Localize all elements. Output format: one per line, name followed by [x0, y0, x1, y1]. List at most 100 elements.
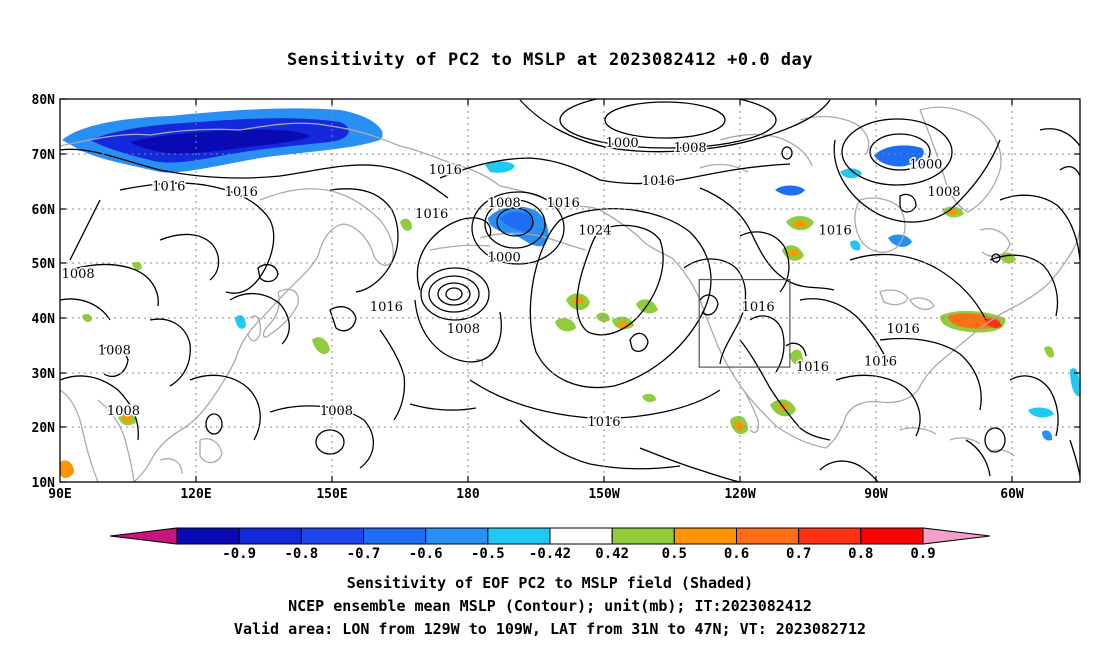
colorbar-tick-label: -0.8	[284, 546, 318, 562]
colorbar-high-triangle	[922, 527, 991, 545]
colorbar-tick-label: 0.9	[910, 546, 935, 562]
shade-green-19	[82, 313, 92, 323]
shade-blue-hudson	[874, 145, 924, 167]
colorbar-swatch	[549, 527, 613, 545]
contour-label: 1016	[742, 300, 775, 315]
shade-green-6	[312, 337, 330, 355]
contour-label: 1008	[674, 141, 707, 156]
colorbar-tick-label: -0.9	[222, 546, 256, 562]
colorbar-tick-label: -0.6	[409, 546, 443, 562]
shade-blue-small6	[1070, 368, 1080, 397]
map-title: Sensitivity of PC2 to MSLP at 2023082412…	[286, 50, 813, 70]
shade-orange-16	[122, 415, 132, 423]
colorbar-tick-label: 0.7	[786, 546, 811, 562]
contour-label: 1016	[819, 223, 852, 238]
lat-label: 10N	[32, 476, 56, 491]
shade-orange-1	[572, 297, 584, 304]
contour-label: 1016	[152, 180, 185, 195]
colorbar-swatch	[798, 527, 862, 545]
contour-label: 1016	[415, 207, 448, 222]
colorbar-tick-label: 0.42	[595, 546, 629, 562]
valid-area-box	[698, 278, 791, 368]
shade-blue-small3	[888, 234, 912, 247]
axis-ticks	[60, 98, 1080, 483]
contour-label: 1016	[796, 360, 829, 375]
contour-label: 1008	[488, 196, 521, 211]
shade-green-21	[1044, 346, 1054, 358]
lat-label: 50N	[32, 257, 56, 272]
contour-label: 1000	[488, 251, 521, 266]
lon-label: 120W	[724, 487, 755, 502]
shade-green-5	[596, 312, 610, 323]
colorbar-tick-label: -0.7	[347, 546, 381, 562]
shading-layer	[60, 108, 1080, 478]
shade-blue-small1	[775, 185, 805, 196]
shade-green-20	[642, 393, 656, 403]
shade-green-7	[400, 218, 412, 231]
contour-label: 1000	[606, 136, 639, 151]
shade-blue-arctic-inner	[130, 129, 310, 154]
colorbar-tick-label: 0.8	[848, 546, 873, 562]
colorbar-low-triangle	[109, 527, 178, 545]
contour-label: 1016	[225, 185, 258, 200]
caption-valid-area: Valid area: LON from 129W to 109W, LAT f…	[233, 620, 867, 638]
shade-blue-beaufort	[485, 161, 515, 173]
colorbar-tick-label: -0.42	[529, 546, 571, 562]
caption-contour: NCEP ensemble mean MSLP (Contour); unit(…	[288, 597, 812, 615]
contour-label: 1008	[927, 185, 960, 200]
contour-label: 1016	[887, 322, 920, 337]
colorbar-tick-label: 0.6	[724, 546, 749, 562]
shade-blue-small4	[235, 315, 246, 329]
latitude-labels: 80N 70N 60N 50N 40N 30N 20N 10N	[32, 93, 56, 491]
shade-blue-small5	[1028, 407, 1054, 418]
mslp-contours	[60, 99, 1080, 482]
colorbar: -0.9 -0.8 -0.7 -0.6 -0.5 -0.42 0.42 0.5 0.6 0.7 0.…	[109, 527, 991, 562]
contour-label: 1008	[107, 404, 140, 419]
lon-label: 120E	[180, 487, 211, 502]
contour-labels: 1000 1008 1000 1008 1016 1016 1016 1016 1016 1008…	[60, 134, 962, 431]
contour-label: 1016	[547, 196, 580, 211]
shade-green-18	[132, 261, 142, 271]
lat-label: 20N	[32, 421, 56, 436]
contour-label: 1016	[370, 300, 403, 315]
contour-label: 1008	[320, 404, 353, 419]
shade-blue-small8	[850, 240, 861, 251]
colorbar-swatch	[673, 527, 737, 545]
shade-blue-aleutian-core	[500, 211, 534, 232]
caption-shading: Sensitivity of EOF PC2 to MSLP field (Sh…	[346, 574, 754, 592]
shade-orange-9	[788, 249, 799, 257]
shade-blue-small7	[1042, 430, 1053, 441]
colorbar-swatch	[363, 527, 427, 545]
contour-label: 1008	[447, 322, 480, 337]
lon-label: 90E	[48, 487, 71, 502]
contour-label: 1024	[578, 223, 611, 238]
shade-orange-17	[60, 460, 74, 478]
contour-label: 1000	[909, 158, 942, 173]
lat-label: 40N	[32, 312, 56, 327]
lon-label: 150W	[588, 487, 619, 502]
lon-label: 150E	[316, 487, 347, 502]
colorbar-tick-label: 0.5	[662, 546, 687, 562]
shade-orange-8	[793, 220, 807, 228]
lon-label: 180	[456, 487, 480, 502]
lat-label: 60N	[32, 203, 56, 218]
contour-label: 1016	[587, 415, 620, 430]
lon-label: 90W	[864, 487, 888, 502]
shade-orange-13	[948, 313, 1000, 329]
longitude-labels: 90E 120E 150E 180 150W 120W 90W 60W	[48, 487, 1024, 502]
shade-green-2	[555, 318, 576, 332]
colorbar-swatch	[176, 527, 240, 545]
contour-label: 1008	[98, 344, 131, 359]
colorbar-swatch	[611, 527, 675, 545]
colorbar-swatch	[425, 527, 489, 545]
graticule	[60, 99, 1080, 482]
shade-blue-small2	[840, 168, 862, 179]
lat-label: 80N	[32, 93, 56, 108]
lat-label: 70N	[32, 148, 56, 163]
contour-label: 1008	[62, 267, 95, 282]
colorbar-swatch	[487, 527, 551, 545]
shade-green-10	[790, 349, 803, 365]
colorbar-swatch	[238, 527, 302, 545]
colorbar-swatch	[300, 527, 365, 545]
